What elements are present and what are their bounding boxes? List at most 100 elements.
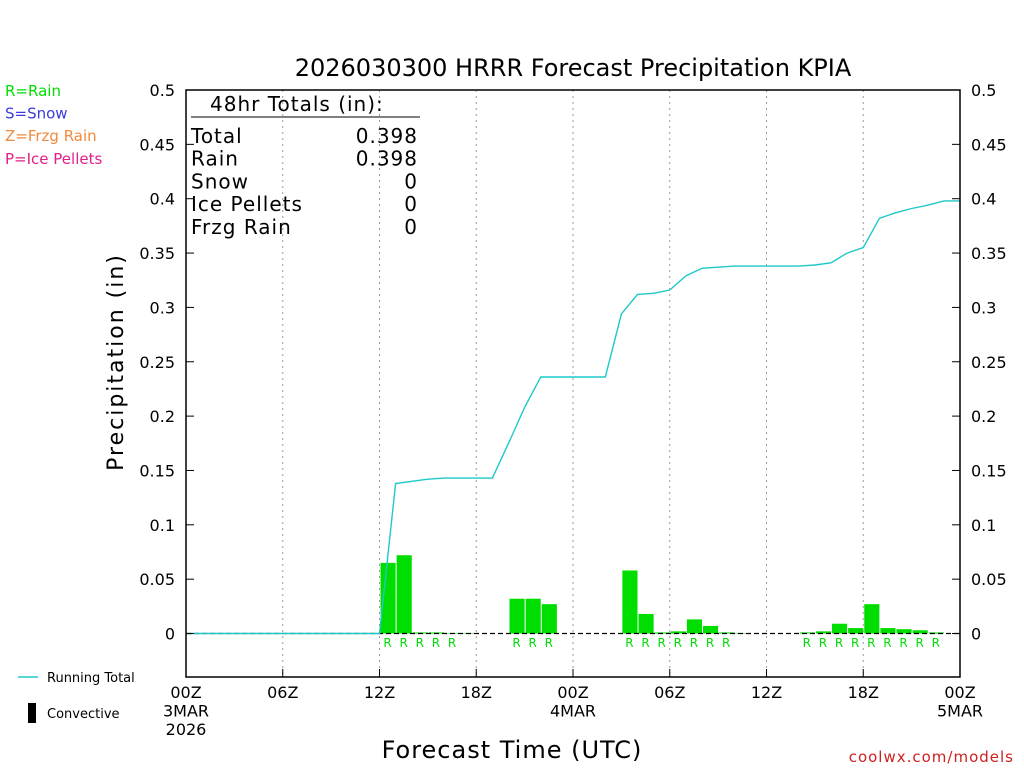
y-tick-label-left: 0.35 [139,244,175,263]
plot-frame [185,89,961,678]
totals-row-label: Frzg Rain [191,215,292,239]
x-axis-label: Forecast Time (UTC) [382,736,643,764]
precip-bar [541,604,557,634]
totals-row-value: 0.398 [356,124,418,148]
x-tick-label: 06Z [267,683,298,702]
y-tick-label-right: 0 [971,625,981,644]
credit-text: coolwx.com/models [849,748,1014,766]
y-ticks: 0 00.05 0.050.1 0.10.15 0.150.2 0.20.25 0.250.… [139,81,1006,644]
type-letter: R [819,636,827,650]
totals-row-label: Total [190,124,243,148]
type-letter: R [383,636,391,650]
type-letter: R [674,636,682,650]
precip-bar [525,598,541,634]
type-legend-item: Z=Frzg Rain [5,127,97,145]
y-tick-label-left: 0 [165,625,175,644]
type-letter: R [835,636,843,650]
type-letter: R [625,636,633,650]
y-axis-label: Precipitation (in) [104,253,129,471]
precip-bar [928,632,944,634]
type-letter: R [690,636,698,650]
precip-bar [880,628,896,634]
type-letter: R [883,636,891,650]
y-tick-label-right: 0.3 [971,298,996,317]
type-letter: R [658,636,666,650]
type-letter: R [545,636,553,650]
totals-row-value: 0.398 [356,147,418,171]
totals-heading: 48hr Totals (in): [210,92,384,116]
totals-row-value: 0 [404,215,418,239]
type-letter: R [529,636,537,650]
type-letter: R [916,636,924,650]
y-tick-label-left: 0.4 [150,190,175,209]
type-letter: R [722,636,730,650]
y-tick-label-right: 0.2 [971,407,996,426]
precip-bar [686,619,702,634]
convective-legend-swatch [28,703,36,723]
totals-row-label: Rain [191,147,239,171]
line-legend: Running Total Convective [18,671,135,723]
type-letter: R [851,636,859,650]
totals-row-value: 0 [404,192,418,216]
y-tick-label-left: 0.05 [139,570,175,589]
totals-box: 48hr Totals (in): Total 0.398 Rain 0.398 Sno… [190,92,420,239]
y-tick-label-left: 0.25 [139,353,175,372]
y-tick-label-right: 0.1 [971,516,996,535]
x-tick-label: 12Z [364,683,395,702]
type-legend-item: S=Snow [5,105,68,123]
chart-title: 2026030300 HRRR Forecast Precipitation K… [295,54,852,82]
precip-bar [638,613,654,634]
y-tick-label-right: 0.5 [971,81,996,100]
y-tick-label-left: 0.45 [139,135,175,154]
precip-bar [509,598,525,634]
x-tick-label: 12Z [751,683,782,702]
x-tick-label: 3MAR [163,702,209,721]
precip-bar [832,623,848,634]
y-tick-label-right: 0.45 [971,135,1007,154]
totals-row-value: 0 [404,169,418,193]
type-legend-item: P=Ice Pellets [5,150,102,168]
precip-bar [799,632,815,634]
x-tick-label: 00Z [944,683,975,702]
y-tick-label-left: 0.3 [150,298,175,317]
precip-bar [912,630,928,634]
running-total-legend-label: Running Total [47,671,135,686]
x-tick-label: 18Z [461,683,492,702]
precip-bar [396,555,412,634]
x-tick-label: 06Z [654,683,685,702]
x-tick-label: 4MAR [550,702,596,721]
totals-row-label: Ice Pellets [191,192,303,216]
type-letter: R [641,636,649,650]
y-tick-label-right: 0.15 [971,461,1007,480]
precip-bar [896,629,912,634]
precip-bar [622,570,638,634]
x-tick-label: 18Z [848,683,879,702]
x-tick-label: 00Z [557,683,588,702]
type-letter: R [416,636,424,650]
x-tick-label: 5MAR [937,702,983,721]
precip-bar [380,562,396,634]
y-tick-label-right: 0.4 [971,190,996,209]
y-tick-label-left: 0.1 [150,516,175,535]
type-letter: R [932,636,940,650]
y-tick-label-left: 0.2 [150,407,175,426]
y-tick-label-left: 0.5 [150,81,175,100]
type-letter: R [867,636,875,650]
gridlines [282,90,864,677]
precip-bar [864,604,880,634]
convective-legend-label: Convective [47,707,120,722]
type-letter: R [803,636,811,650]
precip-bar [670,631,686,634]
precip-bar [848,628,864,634]
precip-bar [703,625,719,634]
running-total-group [186,200,960,635]
precip-bar [815,631,831,634]
type-letter: R [706,636,714,650]
y-tick-label-right: 0.05 [971,570,1007,589]
type-letter: R [432,636,440,650]
y-tick-label-right: 0.35 [971,244,1007,263]
